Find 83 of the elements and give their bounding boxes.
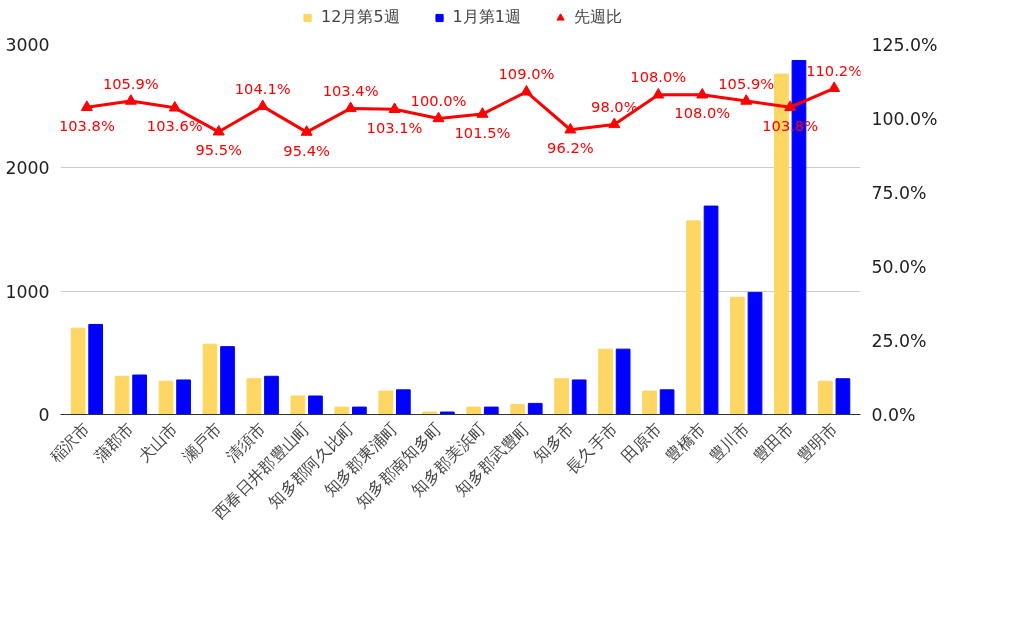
point: [432, 111, 445, 123]
data-label: 109.0%: [498, 65, 555, 83]
point: [168, 100, 181, 112]
data-label: 98.0%: [591, 97, 638, 115]
point: [476, 107, 489, 118]
y-tick-label: 2000: [5, 158, 50, 179]
data-label: 103.8%: [58, 116, 115, 134]
bar: [132, 374, 147, 415]
point: [784, 100, 797, 111]
data-label: 108.0%: [674, 104, 731, 122]
bar: [308, 395, 323, 415]
data-label: 103.1%: [366, 118, 423, 136]
bar: [554, 378, 569, 415]
bar: [817, 380, 833, 415]
bar: [571, 379, 587, 415]
bar: [598, 348, 613, 415]
data-label: 104.1%: [234, 79, 291, 97]
data-label: 103.8%: [762, 116, 819, 134]
data-label: 95.4%: [283, 141, 331, 159]
point: [740, 94, 753, 105]
y2-tick-label: 25.0%: [871, 330, 927, 351]
y2-tick-label: 125.0%: [871, 34, 938, 55]
data-label: 108.0%: [630, 68, 687, 86]
point: [828, 81, 841, 92]
data-label: 103.6%: [146, 117, 203, 135]
bar: [70, 327, 86, 415]
bar: [334, 406, 350, 415]
y2-tick-label: 50.0%: [871, 256, 927, 277]
data-label: 100.0%: [410, 92, 467, 109]
bar: [835, 378, 851, 415]
bar: [703, 205, 719, 415]
bar: [659, 389, 675, 415]
point: [124, 94, 137, 105]
bar: [202, 343, 218, 415]
point: [520, 85, 533, 96]
bar: [527, 402, 543, 415]
bar: [290, 395, 306, 415]
y-tick-label: 0: [38, 405, 50, 425]
bar: [246, 378, 262, 415]
data-label: 105.9%: [102, 74, 159, 92]
bar: [352, 406, 367, 415]
bar: [642, 390, 657, 415]
y2-tick-label: 100.0%: [871, 108, 938, 129]
bar: [422, 411, 438, 415]
y2-tick-label: 0.0%: [871, 404, 916, 425]
data-label: 103.4%: [322, 81, 379, 99]
point: [564, 122, 577, 134]
bar: [88, 323, 104, 415]
point: [80, 100, 93, 111]
bar: [378, 390, 394, 415]
data-label: 105.9%: [718, 74, 775, 92]
legend-label: 先週比: [573, 6, 622, 28]
data-label: 96.2%: [547, 139, 594, 157]
point: [608, 117, 621, 129]
bar: [114, 375, 130, 415]
bar: [483, 406, 499, 415]
point: [212, 124, 225, 136]
bar: [220, 346, 235, 415]
point: [300, 125, 313, 136]
legend-label: 12月第5週: [321, 6, 400, 28]
bar: [730, 296, 745, 415]
bar: [615, 348, 631, 415]
bar: [466, 406, 482, 415]
y-tick-label: 3000: [5, 35, 50, 55]
point: [344, 101, 357, 113]
bar: [396, 389, 411, 415]
bar: [264, 375, 279, 415]
data-label: 95.5%: [195, 141, 243, 159]
bar: [176, 379, 191, 415]
legend-label: 1月第1週: [452, 6, 521, 28]
bar: [158, 380, 174, 415]
y2-tick-label: 75.0%: [871, 182, 927, 203]
bar: [686, 220, 701, 415]
point: [388, 102, 401, 113]
point: [696, 87, 709, 99]
data-label: 101.5%: [454, 123, 511, 141]
data-label: 110.2%: [806, 61, 863, 79]
bar: [510, 404, 525, 415]
point: [256, 99, 269, 111]
y-tick-label: 1000: [5, 281, 50, 302]
bar: [747, 291, 763, 415]
bar: [439, 411, 455, 415]
point: [652, 87, 665, 99]
